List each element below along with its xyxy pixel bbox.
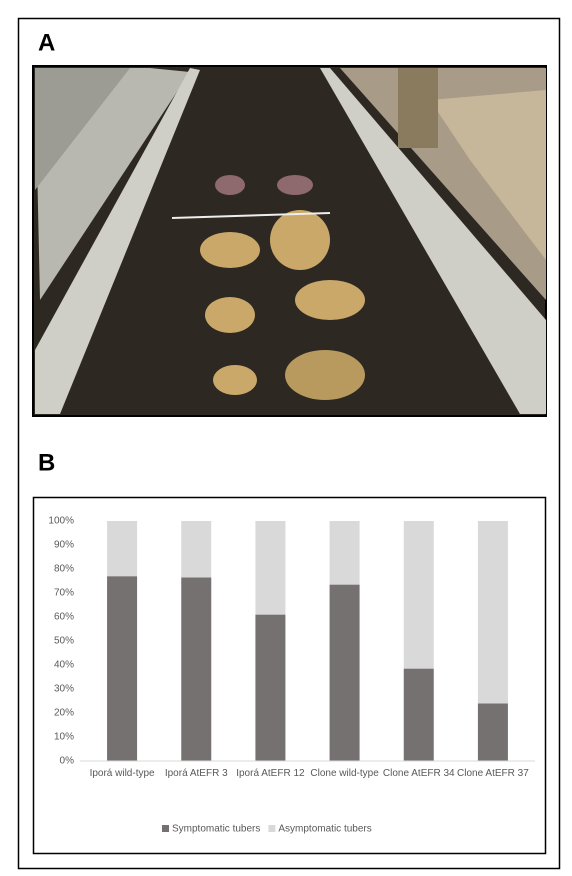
bar-segment	[255, 521, 286, 615]
y-tick-label: 90%	[54, 540, 74, 551]
bar-segment	[477, 703, 508, 761]
bar-segment	[403, 521, 434, 669]
bar-segment	[403, 668, 434, 761]
y-tick-label: 60%	[54, 612, 74, 623]
x-tick-label: Iporá AtEFR 12	[236, 768, 305, 779]
y-tick-label: 30%	[54, 684, 74, 695]
y-tick-label: 20%	[54, 708, 74, 719]
figure-border	[17, 17, 561, 870]
bar-segment	[329, 521, 360, 585]
x-tick-label: Clone AtEFR 34	[382, 768, 455, 779]
x-tick-label: Iporá AtEFR 3	[164, 768, 228, 779]
y-tick-label: 70%	[54, 588, 74, 599]
plot-area: 0% 10% 20% 30% 40% 50% 60% 70% 80% 90% 100% Symptom…	[48, 516, 535, 835]
x-tick-label: Clone AtEFR 37	[457, 768, 529, 779]
bar-segment	[107, 576, 138, 761]
panel-label: B	[38, 449, 55, 476]
y-tick-label: 10%	[54, 732, 74, 743]
bar-segment	[255, 614, 286, 761]
panel-label: A	[38, 29, 55, 56]
field-photo	[32, 65, 547, 417]
y-tick-label: 50%	[54, 636, 74, 647]
legend-swatch	[162, 825, 169, 832]
bar-segment	[107, 521, 138, 577]
y-tick-label: 100%	[48, 516, 74, 527]
legend-label: Symptomatic tubers	[172, 824, 260, 835]
x-tick-label: Clone wild-type	[310, 768, 379, 779]
bar-segment	[181, 577, 212, 761]
x-tick-label: Iporá wild-type	[89, 768, 155, 779]
bar-segment	[181, 521, 212, 578]
bar-segment	[329, 584, 360, 761]
bar-segment	[477, 521, 508, 704]
legend-swatch	[268, 825, 276, 832]
y-tick-label: 80%	[54, 564, 74, 575]
legend-label: Asymptomatic tubers	[278, 824, 371, 835]
y-tick-label: 40%	[54, 660, 74, 671]
y-tick-label: 0%	[60, 756, 75, 767]
